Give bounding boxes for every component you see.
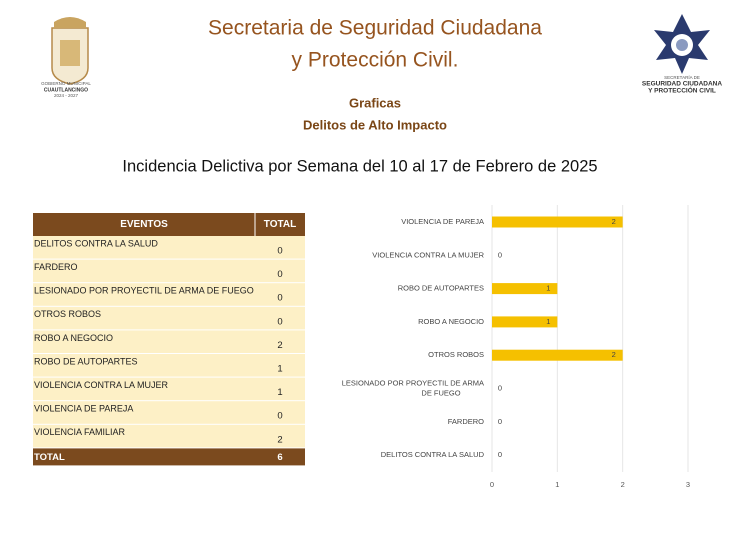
- logo-text: Y PROTECCIÓN CIVIL: [648, 86, 716, 95]
- bar: [492, 316, 558, 328]
- event-total: 0: [277, 293, 282, 304]
- data-label: 1: [546, 317, 550, 326]
- event-name: VIOLENCIA CONTRA LA MUJER: [34, 380, 169, 390]
- data-label: 0: [498, 250, 502, 259]
- y-tick-label: ROBO A NEGOCIO: [418, 317, 484, 326]
- data-label: 1: [546, 284, 550, 293]
- left-logo: [51, 17, 89, 85]
- table-row: [33, 306, 305, 330]
- data-label: 0: [498, 450, 502, 459]
- column-header: EVENTOS: [120, 219, 168, 230]
- table-header: [33, 213, 305, 236]
- logo-text: 2024 - 2027: [54, 93, 79, 98]
- event-total: 2: [277, 434, 282, 445]
- title: Secretaria de Seguridad Ciudadana: [208, 17, 542, 40]
- event-total: 0: [277, 411, 282, 422]
- event-total: 0: [277, 316, 282, 327]
- logo-text: CUAUTLANCINGO: [44, 87, 88, 93]
- event-name: DELITOS CONTRA LA SALUD: [34, 238, 158, 248]
- event-name: LESIONADO POR PROYECTIL DE ARMA DE FUEGO: [34, 286, 254, 296]
- event-total: 1: [277, 364, 282, 375]
- y-tick-label: OTROS ROBOS: [428, 350, 484, 359]
- data-label: 2: [612, 350, 616, 359]
- heading: Incidencia Delictiva por Semana del 10 a…: [122, 157, 597, 175]
- right-logo: [654, 14, 710, 74]
- event-name: ROBO DE AUTOPARTES: [34, 356, 138, 366]
- x-tick-label: 0: [490, 480, 494, 489]
- event-total: 0: [277, 246, 282, 257]
- bar: [492, 216, 623, 228]
- total-label: TOTAL: [34, 452, 65, 463]
- event-name: ROBO A NEGOCIO: [34, 333, 113, 343]
- y-tick-label: ROBO DE AUTOPARTES: [398, 284, 484, 293]
- event-name: VIOLENCIA DE PAREJA: [34, 404, 133, 414]
- total-value: 6: [277, 452, 282, 463]
- event-total: 0: [277, 269, 282, 280]
- event-name: FARDERO: [34, 262, 78, 272]
- table-row: [33, 354, 305, 377]
- event-total: 2: [277, 340, 282, 351]
- event-name: OTROS ROBOS: [34, 309, 101, 319]
- x-tick-label: 2: [621, 480, 625, 489]
- table-row: [33, 424, 305, 448]
- logo-text: SECRETARÍA DE: [664, 74, 700, 80]
- title: y Protección Civil.: [292, 49, 459, 72]
- y-tick-label: VIOLENCIA CONTRA LA MUJER: [372, 250, 484, 259]
- data-label: 0: [498, 417, 502, 426]
- table-row: [33, 377, 305, 401]
- event-total: 1: [277, 387, 282, 398]
- data-label: 0: [498, 383, 502, 392]
- subtitle: Graficas: [349, 95, 401, 110]
- y-tick-label: FARDERO: [448, 417, 484, 426]
- table-row: [33, 259, 305, 283]
- table-row: [33, 330, 305, 353]
- y-tick-label: LESIONADO POR PROYECTIL DE ARMA DE FUEGO: [342, 378, 484, 397]
- subtitle: Delitos de Alto Impacto: [303, 117, 447, 132]
- table-row: [33, 236, 305, 259]
- event-name: VIOLENCIA FAMILIAR: [34, 427, 126, 437]
- data-label: 2: [612, 217, 616, 226]
- table-row: [33, 283, 305, 306]
- table-row: [33, 401, 305, 424]
- y-tick-label: DELITOS CONTRA LA SALUD: [381, 450, 485, 459]
- table-total-row: [33, 448, 305, 466]
- logo-text: SEGURIDAD CIUDADANA: [642, 81, 722, 88]
- x-tick-label: 3: [686, 480, 690, 489]
- bar: [492, 349, 623, 361]
- logo-text: GOBIERNO MUNICIPAL: [41, 81, 91, 86]
- column-header: TOTAL: [264, 219, 296, 230]
- y-tick-label: VIOLENCIA DE PAREJA: [401, 217, 484, 226]
- x-tick-label: 1: [555, 480, 559, 489]
- bar: [492, 283, 558, 295]
